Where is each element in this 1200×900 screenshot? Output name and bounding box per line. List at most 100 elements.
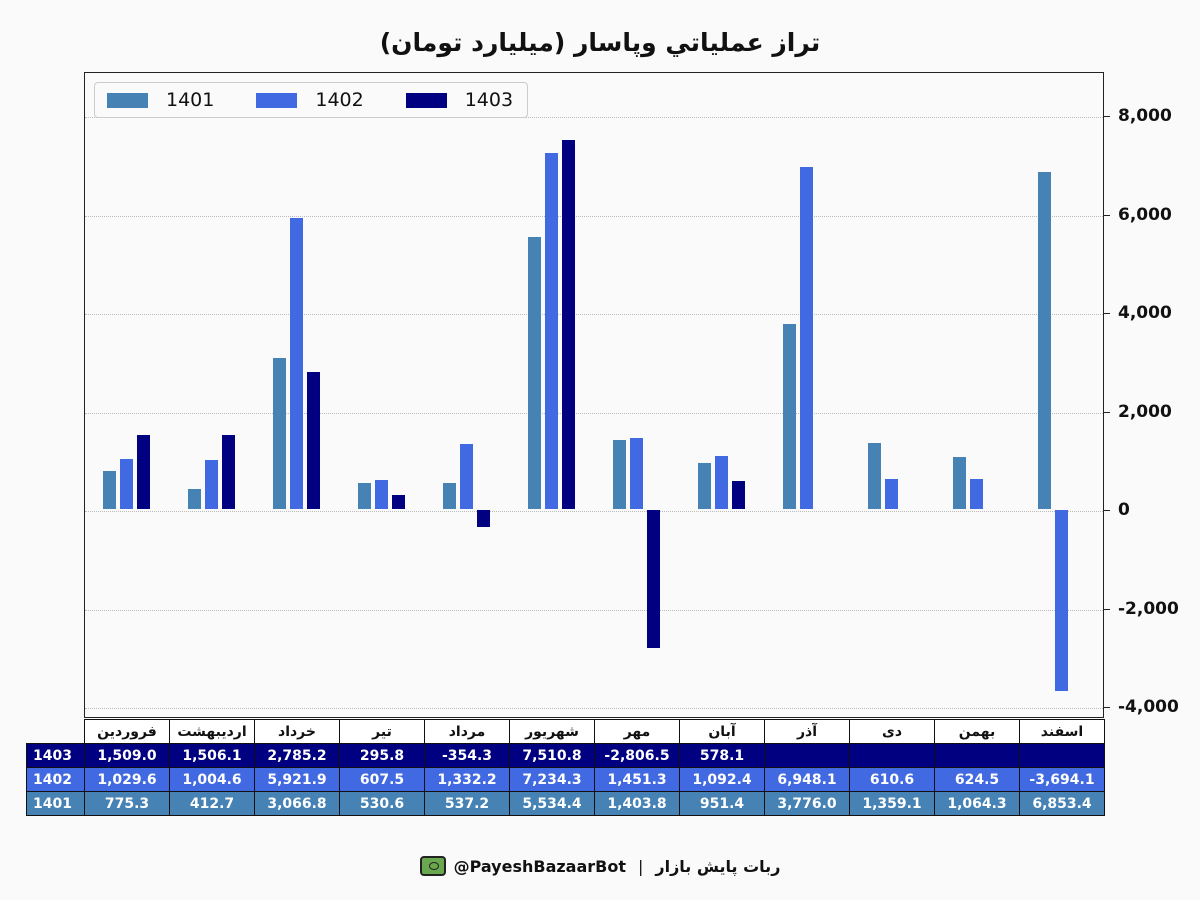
legend-swatch [405, 92, 447, 108]
table-cell: 1,064.3 [934, 791, 1020, 816]
table-cell: 537.2 [424, 791, 510, 816]
table-header-cell: مهر [594, 719, 680, 744]
bar-1403 [731, 481, 745, 510]
table-cell: 5,534.4 [509, 791, 595, 816]
gridline [85, 215, 1103, 217]
y-tick [1104, 707, 1110, 708]
table-header-cell: ارديبهشت [169, 719, 255, 744]
table-header-cell: آذر [764, 719, 850, 744]
bar-1403 [221, 435, 235, 510]
table-cell: 1,359.1 [849, 791, 935, 816]
bar-1403 [476, 509, 490, 527]
table-cell: 1,092.4 [679, 767, 765, 792]
bar-1402 [544, 153, 558, 510]
table-cell: 578.1 [679, 743, 765, 768]
y-tick [1104, 214, 1110, 216]
table-cell [849, 743, 935, 768]
legend-item: 1402 [256, 89, 364, 111]
bar-1401 [357, 483, 371, 510]
table-cell: 1,403.8 [594, 791, 680, 816]
table-cell: 6,948.1 [764, 767, 850, 792]
gridline [85, 511, 1103, 512]
y-tick [1104, 608, 1110, 610]
plot-area [84, 72, 1104, 718]
legend-item: 1401 [107, 89, 214, 111]
table-cell: 3,066.8 [254, 791, 340, 816]
gridline [85, 117, 1103, 118]
chart-title: تراز عملياتي وپاسار (ميليارد تومان) [379, 28, 821, 57]
bar-1401 [1037, 171, 1051, 510]
bar-1401 [697, 462, 711, 510]
table-cell: 1,004.6 [169, 767, 255, 792]
bot-monitor-icon [419, 856, 446, 876]
row-label: 1401 [26, 791, 85, 816]
table-cell: 775.3 [84, 791, 170, 816]
y-tick-label: -4,000 [1118, 697, 1179, 717]
bar-1402 [374, 479, 388, 510]
table-cell: 951.4 [679, 791, 765, 816]
legend: 1401 1402 1403 [94, 82, 528, 118]
legend-swatch [256, 92, 298, 108]
footer-handle: @PayeshBazaarBot [453, 856, 626, 876]
bar-1403 [561, 139, 575, 510]
y-tick [1104, 116, 1110, 117]
bar-1403 [136, 435, 150, 510]
table-cell: 5,921.9 [254, 767, 340, 792]
table-cell: 7,234.3 [509, 767, 595, 792]
table-header-cell: اسفند [1019, 719, 1105, 744]
table-header-cell: بهمن [934, 719, 1020, 744]
legend-swatch [107, 92, 148, 108]
table-cell: 1,332.2 [424, 767, 510, 792]
table-corner [26, 719, 85, 744]
footer-name: ربات پایش بازار [655, 856, 781, 876]
gridline [85, 412, 1103, 414]
table-row: 1403 1,509.0 1,506.1 2,785.2 295.8 -354.3 7,51… [26, 743, 1105, 768]
table-cell [764, 743, 850, 768]
y-tick-label: 0 [1118, 500, 1130, 520]
table-cell: 1,029.6 [84, 767, 170, 792]
table-row: 1402 1,029.6 1,004.6 5,921.9 607.5 1,332.2 7,2… [26, 767, 1105, 792]
footer: @PayeshBazaarBot | ربات پایش بازار [0, 856, 1200, 876]
bar-1401 [187, 489, 201, 510]
bar-1401 [442, 483, 456, 510]
table-cell: 412.7 [169, 791, 255, 816]
table-header-cell: شهريور [509, 719, 595, 744]
bar-1402 [714, 455, 728, 510]
legend-label: 1403 [464, 89, 514, 111]
y-tick-label: -2,000 [1118, 598, 1179, 619]
table-cell: 607.5 [339, 767, 425, 792]
y-tick-label: 4,000 [1118, 303, 1172, 323]
table-cell: -2,806.5 [594, 743, 680, 768]
bar-1402 [629, 438, 643, 510]
bar-1402 [119, 458, 133, 510]
table-cell: 7,510.8 [509, 743, 595, 768]
bar-1403 [391, 494, 405, 510]
y-tick [1104, 313, 1110, 314]
table-header-cell: خرداد [254, 719, 340, 744]
y-tick-label: 8,000 [1118, 106, 1172, 126]
bar-1402 [884, 479, 898, 510]
bar-1401 [527, 236, 541, 510]
row-label: 1403 [26, 743, 85, 768]
table-cell [1019, 743, 1105, 768]
y-tick [1104, 510, 1110, 511]
bar-1401 [952, 457, 966, 510]
row-label: 1402 [26, 767, 85, 792]
table-cell: 1,509.0 [84, 743, 170, 768]
footer-separator: | [638, 856, 644, 876]
table-cell: 624.5 [934, 767, 1020, 792]
bar-1401 [102, 471, 116, 510]
bar-1401 [612, 440, 626, 510]
table-header-cell: دی [849, 719, 935, 744]
bar-1403 [646, 509, 660, 648]
table-cell: 1,506.1 [169, 743, 255, 768]
bar-1401 [867, 442, 881, 510]
y-tick [1104, 411, 1110, 413]
table-header-cell: آبان [679, 719, 765, 744]
table-cell: -354.3 [424, 743, 510, 768]
y-tick-label: 6,000 [1118, 204, 1172, 225]
table-cell: 610.6 [849, 767, 935, 792]
table-cell: 1,451.3 [594, 767, 680, 792]
bar-1402 [799, 167, 813, 510]
gridline [85, 708, 1103, 709]
